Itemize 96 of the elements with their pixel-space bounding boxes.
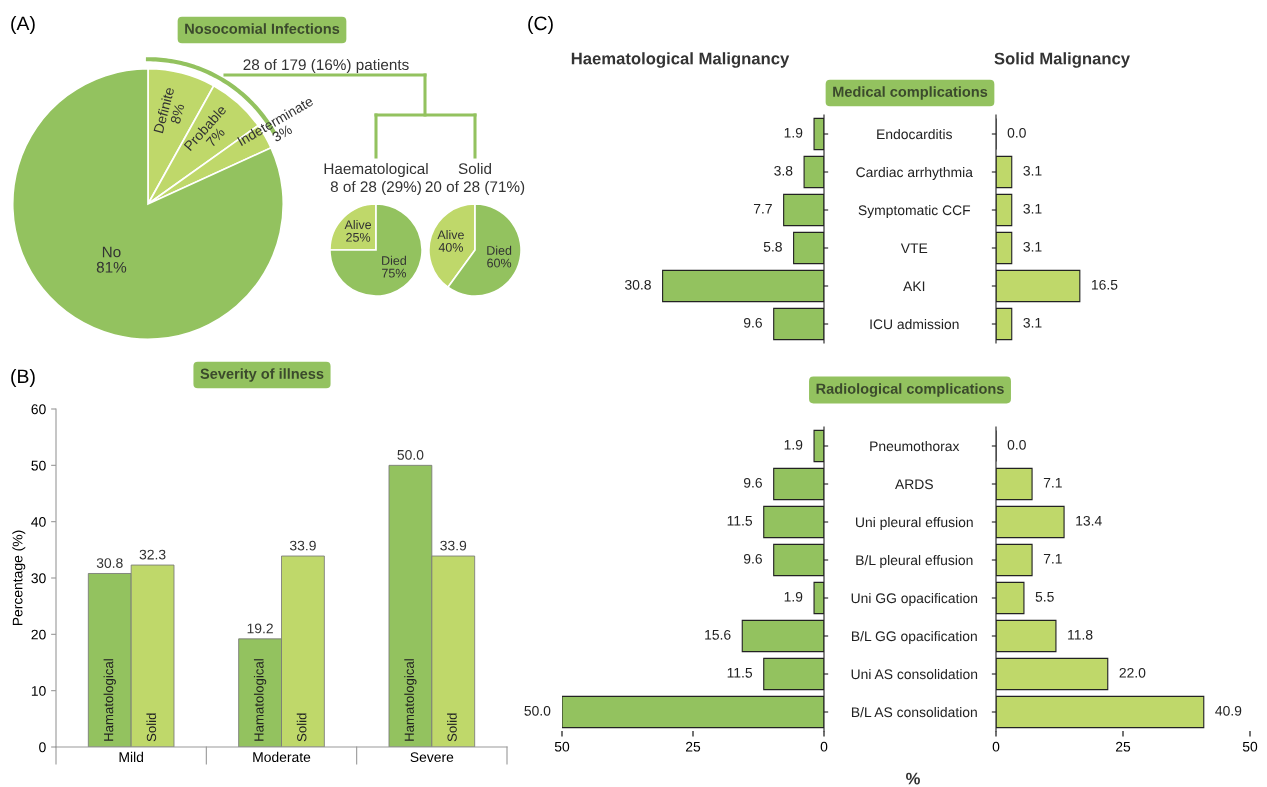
text: Hamatological [404, 659, 417, 741]
text: (A) [11, 15, 35, 35]
data-label: 50.0 [397, 449, 424, 460]
data-label: 11.5 [727, 668, 753, 678]
y-tick-label: 20 [31, 629, 46, 640]
text: Hamatological [253, 659, 267, 741]
data-label: 9.6 [743, 317, 762, 328]
x-tick-label: Moderate [253, 751, 311, 763]
data-label: 7.1 [1043, 554, 1062, 564]
y-tick-label: Uni GG opacification [851, 592, 978, 606]
y-tick-label: B/L GG opacification [851, 630, 977, 644]
data-label: 5.8 [763, 241, 782, 252]
data-label: 7.1 [1043, 478, 1062, 488]
y-tick-label: 60 [31, 404, 46, 415]
data-label: 75% [382, 268, 406, 278]
data-label: 33.9 [289, 540, 316, 551]
text: Medical complications [833, 86, 988, 100]
data-label: 16.5 [1091, 279, 1118, 290]
x-tick-label: 50 [1242, 741, 1258, 752]
chart-subtitle: 8 of 28 (29%) [330, 180, 421, 196]
text: (C) [528, 15, 553, 35]
y-tick-label: ARDS [895, 479, 933, 490]
x-tick-label: Severe [410, 752, 454, 763]
text: 28 of 179 (16%) patients [243, 58, 409, 74]
chart-title: Nosocomial Infections [185, 23, 340, 34]
data-label: 9.6 [743, 553, 762, 564]
y-tick-label: AKI [903, 281, 925, 292]
slice-label: Died [487, 245, 512, 255]
data-label: 33.9 [440, 540, 467, 551]
data-label: 15.6 [705, 629, 731, 640]
chart-title: Haematological Malignancy [571, 52, 790, 68]
y-tick-label: Endocarditis [877, 128, 952, 140]
data-label: 0.0 [1007, 439, 1026, 450]
data-label: 40% [438, 242, 463, 252]
data-label: 81% [96, 261, 127, 273]
data-label: 11.5 [727, 516, 753, 526]
data-label: 1.9 [784, 439, 803, 450]
data-label: 25% [346, 232, 371, 242]
data-label: 19.2 [247, 623, 273, 634]
y-axis-title: Percentage (%) [12, 530, 26, 626]
data-label: 30.8 [625, 279, 651, 290]
y-tick-label: B/L AS consolidation [851, 706, 977, 718]
data-label: 1.9 [784, 127, 803, 138]
chart-title: Solid [458, 162, 491, 175]
data-label: 3.1 [1023, 165, 1042, 176]
data-label: 9.6 [743, 477, 762, 488]
x-axis-title: % [906, 772, 920, 785]
y-tick-label: Uni pleural effusion [856, 516, 973, 530]
y-tick-label: B/L pleural effusion [856, 554, 973, 568]
x-tick-label: 25 [685, 741, 701, 752]
x-tick-label: 50 [554, 741, 570, 752]
data-label: 3.8 [774, 165, 793, 176]
y-tick-label: 30 [31, 573, 46, 584]
data-label: 11.8 [1068, 629, 1093, 640]
text: (B) [11, 368, 35, 388]
chart-subtitle: 20 of 28 (71%) [425, 180, 525, 196]
data-label: 1.9 [784, 591, 803, 602]
data-label: 3.1 [1023, 317, 1042, 328]
series-label: Hamatological [103, 659, 116, 741]
y-tick-label: Pneumothorax [870, 440, 960, 452]
data-label: 0.0 [1007, 127, 1026, 138]
data-label: 3.1 [1023, 241, 1042, 252]
data-label: 22.0 [1119, 667, 1146, 678]
x-tick-label: 0 [820, 741, 828, 752]
x-tick-label: 0 [992, 741, 1000, 752]
chart-title: Severity of illness [200, 368, 324, 382]
slice-label: No [102, 246, 121, 258]
slice-label: Alive [344, 219, 372, 230]
slice-label: Alive [437, 230, 464, 240]
y-tick-label: VTE [900, 243, 928, 254]
chart-title: Haematological [324, 162, 428, 178]
data-label: 32.3 [139, 549, 166, 560]
y-tick-label: Cardiac arrhythmia [856, 166, 973, 180]
slice-label: Died [382, 255, 406, 265]
chart-title: Solid Malignancy [994, 52, 1130, 68]
data-label: 60% [487, 258, 512, 268]
y-tick-label: 40 [31, 517, 46, 527]
y-tick-label: Symptomatic CCF [858, 204, 971, 218]
data-label: 5.5 [1035, 592, 1054, 602]
y-tick-label: ICU admission [870, 318, 959, 330]
y-tick-label: 10 [31, 686, 46, 696]
data-label: 50.0 [524, 705, 551, 716]
series-label: Solid [146, 713, 157, 742]
data-label: 3.1 [1023, 203, 1042, 214]
x-tick-label: Mild [119, 751, 143, 763]
y-tick-label: 50 [31, 460, 46, 471]
data-label: 13.4 [1076, 515, 1102, 526]
y-tick-label: Uni AS consolidation [851, 668, 978, 680]
text: Solid [296, 713, 307, 742]
text: Radiological complications [816, 383, 1004, 397]
data-label: 40.9 [1215, 705, 1242, 716]
data-label: 30.8 [96, 558, 123, 568]
x-tick-label: 25 [1115, 741, 1131, 752]
pie-slice [329, 203, 423, 297]
text: Solid [447, 713, 457, 742]
data-label: 7.7 [753, 204, 772, 214]
